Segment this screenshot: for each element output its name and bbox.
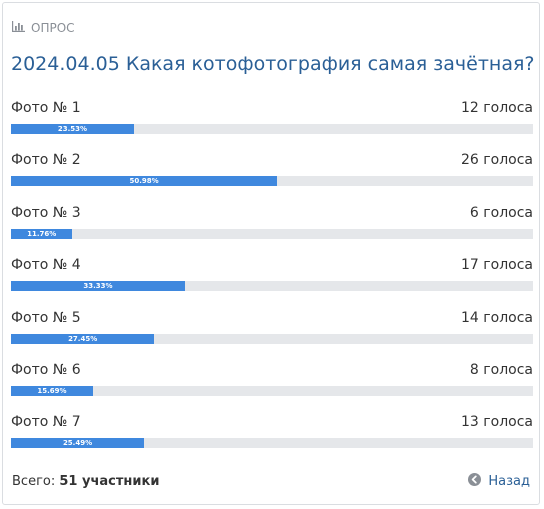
option-bar-fill: 33.33%: [11, 281, 185, 292]
back-link[interactable]: Назад: [468, 473, 530, 490]
option-bar-fill: 11.76%: [11, 228, 73, 239]
poll-option: Фото № 2 26 голоса 50.98%: [11, 150, 533, 202]
option-label: Фото № 3: [11, 204, 81, 221]
poll-option: Фото № 1 12 голоса 23.53%: [11, 98, 533, 150]
option-percent: 33.33%: [83, 282, 113, 291]
option-percent: 23.53%: [57, 125, 87, 133]
option-votes: 26 голоса: [461, 152, 533, 169]
poll-option: Фото № 4 17 голоса 33.33%: [11, 255, 533, 307]
option-bar-track: 50.98%: [11, 176, 533, 187]
bar-chart-icon: [12, 21, 31, 35]
option-percent: 50.98%: [129, 177, 159, 186]
option-label: Фото № 2: [11, 152, 81, 169]
option-label: Фото № 4: [11, 257, 81, 274]
option-bar-track: 11.76%: [11, 228, 533, 239]
option-bar-fill: 23.53%: [11, 124, 134, 134]
option-bar-track: 27.45%: [11, 333, 533, 344]
arrow-left-circle-icon: [468, 473, 488, 490]
option-bar-fill: 27.45%: [11, 333, 155, 344]
poll-title: 2024.04.05 Какая котофотография самая за…: [11, 53, 535, 75]
poll-option: Фото № 3 6 голоса 11.76%: [11, 203, 533, 255]
poll-widget: ОПРОС 2024.04.05 Какая котофотография са…: [2, 2, 540, 505]
option-votes: 17 голоса: [461, 257, 533, 274]
option-bar-fill: 25.49%: [11, 438, 145, 449]
option-label: Фото № 6: [11, 361, 81, 378]
poll-total: Всего: 51 участники: [12, 474, 159, 489]
option-bar-track: 33.33%: [11, 281, 533, 292]
option-bar-fill: 50.98%: [11, 176, 278, 187]
option-label: Фото № 1: [11, 100, 81, 116]
option-votes: 12 голоса: [461, 100, 533, 116]
poll-option: Фото № 5 14 голоса 27.45%: [11, 308, 533, 360]
poll-header: ОПРОС: [12, 21, 75, 35]
option-percent: 25.49%: [62, 439, 93, 448]
poll-options: Фото № 1 12 голоса 23.53% Фото № 2 26 голоса…: [11, 98, 533, 465]
option-votes: 14 голоса: [461, 309, 533, 326]
option-votes: 8 голоса: [469, 361, 533, 378]
option-votes: 13 голоса: [461, 414, 533, 431]
total-prefix: Всего:: [12, 474, 56, 489]
option-percent: 15.69%: [37, 386, 67, 395]
option-label: Фото № 7: [11, 414, 81, 431]
poll-header-label: ОПРОС: [31, 21, 75, 35]
option-label: Фото № 5: [11, 309, 81, 326]
option-bar-track: 15.69%: [11, 385, 533, 396]
total-value: 51 участники: [59, 474, 160, 489]
option-percent: 27.45%: [68, 334, 98, 343]
option-percent: 11.76%: [27, 229, 57, 238]
option-bar-fill: 15.69%: [11, 385, 93, 396]
option-bar-track: 23.53%: [11, 124, 533, 134]
poll-option: Фото № 7 13 голоса 25.49%: [11, 412, 533, 464]
option-bar-track: 25.49%: [11, 438, 533, 449]
poll-option: Фото № 6 8 голоса 15.69%: [11, 360, 533, 412]
option-votes: 6 голоса: [469, 204, 533, 221]
back-label: Назад: [488, 474, 530, 489]
